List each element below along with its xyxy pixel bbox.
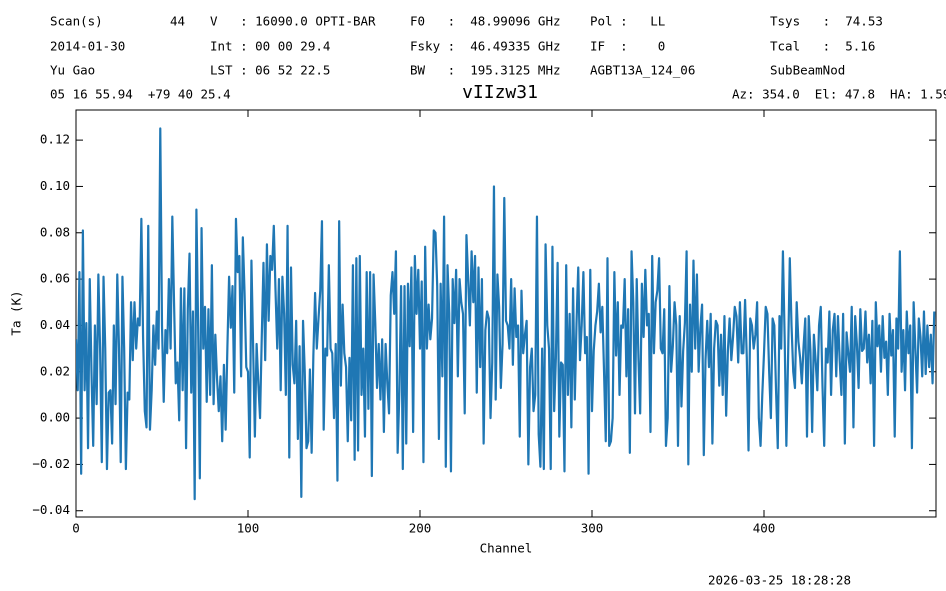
header-field: SubBeamNod [770,63,845,78]
x-tick-label: 300 [581,521,604,536]
header-field: F0 : 48.99096 GHz [410,14,561,29]
header-field: Int : 00 00 29.4 [210,39,330,54]
header-field: Az: 354.0 El: 47.8 HA: 1.59 [732,87,946,102]
x-axis-label: Channel [480,541,533,556]
header-field: 44 [170,14,185,29]
spectrum-line [76,127,936,501]
y-tick-label: −0.02 [32,456,70,471]
header-field: LST : 06 52 22.5 [210,63,330,78]
y-tick-label: 0.02 [40,363,70,378]
x-tick-label: 200 [409,521,432,536]
header-field: AGBT13A_124_06 [590,63,695,78]
y-tick-label: 0.04 [40,317,70,332]
y-tick-label: 0.00 [40,410,70,425]
header-field: Tsys : 74.53 [770,14,883,29]
header-field: Fsky : 46.49335 GHz [410,39,561,54]
y-tick-label: 0.10 [40,178,70,193]
chart-title: vIIzw31 [462,82,538,103]
x-tick-label: 100 [237,521,260,536]
y-tick-label: 0.08 [40,224,70,239]
y-tick-label: −0.04 [32,502,70,517]
timestamp: 2026-03-25 18:28:28 [708,573,851,588]
x-tick-label: 0 [72,521,80,536]
header-field: IF : 0 [590,39,665,54]
y-tick-label: 0.12 [40,132,70,147]
header-field: 05 16 55.94 +79 40 25.4 [50,87,231,102]
header-field: Yu Gao [50,63,95,78]
x-tick-label: 400 [753,521,776,536]
plot-frame [75,109,937,518]
header-field: 2014-01-30 [50,39,125,54]
y-tick-label: 0.06 [40,271,70,286]
header-field: V : 16090.0 OPTI-BAR [210,14,376,29]
header-field: BW : 195.3125 MHz [410,63,561,78]
y-axis-label: Ta (K) [9,290,24,335]
header-field: Pol : LL [590,14,665,29]
header-field: Tcal : 5.16 [770,39,875,54]
header-field: Scan(s) [50,14,103,29]
